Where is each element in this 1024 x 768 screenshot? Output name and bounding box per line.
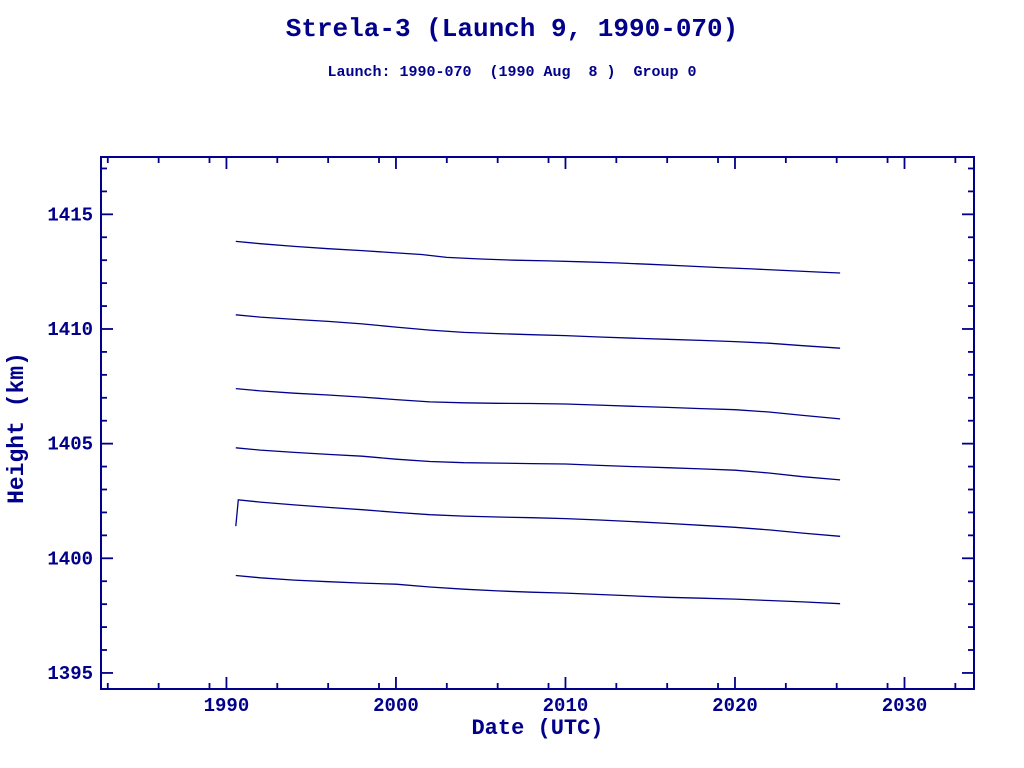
chart-subtitle: Launch: 1990-070 (1990 Aug 8 ) Group 0	[327, 64, 697, 81]
series-line-4	[235, 447, 841, 481]
x-tick-label: 1990	[204, 695, 250, 717]
x-tick-label: 2030	[882, 695, 928, 717]
y-tick-label: 1415	[47, 204, 93, 226]
x-tick-label: 2020	[712, 695, 758, 717]
chart-title: Strela-3 (Launch 9, 1990-070)	[285, 14, 739, 44]
y-tick-label: 1400	[47, 548, 93, 570]
series-line-5	[235, 499, 841, 537]
x-tick-label: 2010	[543, 695, 589, 717]
y-tick-label: 1405	[47, 434, 93, 456]
series-line-1	[235, 240, 841, 274]
series-line-3	[235, 387, 841, 420]
x-axis-label: Date (UTC)	[471, 716, 604, 741]
y-tick-label: 1410	[47, 319, 93, 341]
series-line-2	[235, 314, 841, 349]
y-tick-label: 1395	[47, 663, 93, 685]
x-tick-label: 2000	[373, 695, 419, 717]
series-line-6	[235, 574, 841, 605]
plot-frame	[100, 156, 975, 690]
